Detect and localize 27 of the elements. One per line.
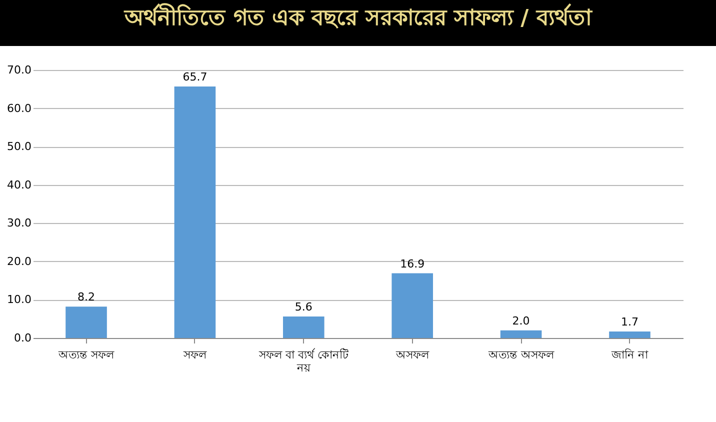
bar xyxy=(500,330,542,338)
data-label: 16.9 xyxy=(400,257,425,270)
data-label: 1.7 xyxy=(620,315,638,328)
y-tick-label: 10.0 xyxy=(7,293,32,306)
bar xyxy=(609,331,650,338)
y-tick-label: 20.0 xyxy=(7,254,32,268)
y-tick-label: 40.0 xyxy=(7,178,32,192)
bar xyxy=(283,316,324,338)
x-tick-label: অত্যন্ত সফল xyxy=(58,348,116,362)
y-tick-label: 70.0 xyxy=(7,64,32,76)
y-tick-label: 50.0 xyxy=(7,140,32,154)
data-label: 5.6 xyxy=(294,300,312,314)
bar xyxy=(66,306,107,338)
y-tick-label: 0.0 xyxy=(14,332,32,344)
x-tick-label: অসফল xyxy=(394,348,430,362)
x-tick-label: জানি না xyxy=(610,348,649,362)
x-tick-label: অত্যন্ত অসফল xyxy=(487,348,555,362)
data-label: 2.0 xyxy=(512,314,530,328)
y-tick-label: 30.0 xyxy=(7,216,32,230)
x-tick-label: সফল xyxy=(182,348,208,362)
data-label: 8.2 xyxy=(78,290,96,304)
bar xyxy=(392,273,433,338)
x-tick-label: সফল বা ব্যর্থ কোনটি নয় xyxy=(258,348,350,374)
bar xyxy=(174,86,216,338)
chart-title: অর্থনীতিতে গত এক বছরে সরকারের সাফল্য / ব্যর্থতা xyxy=(0,0,716,46)
data-label: 65.7 xyxy=(182,70,208,84)
y-tick-label: 60.0 xyxy=(7,102,32,115)
